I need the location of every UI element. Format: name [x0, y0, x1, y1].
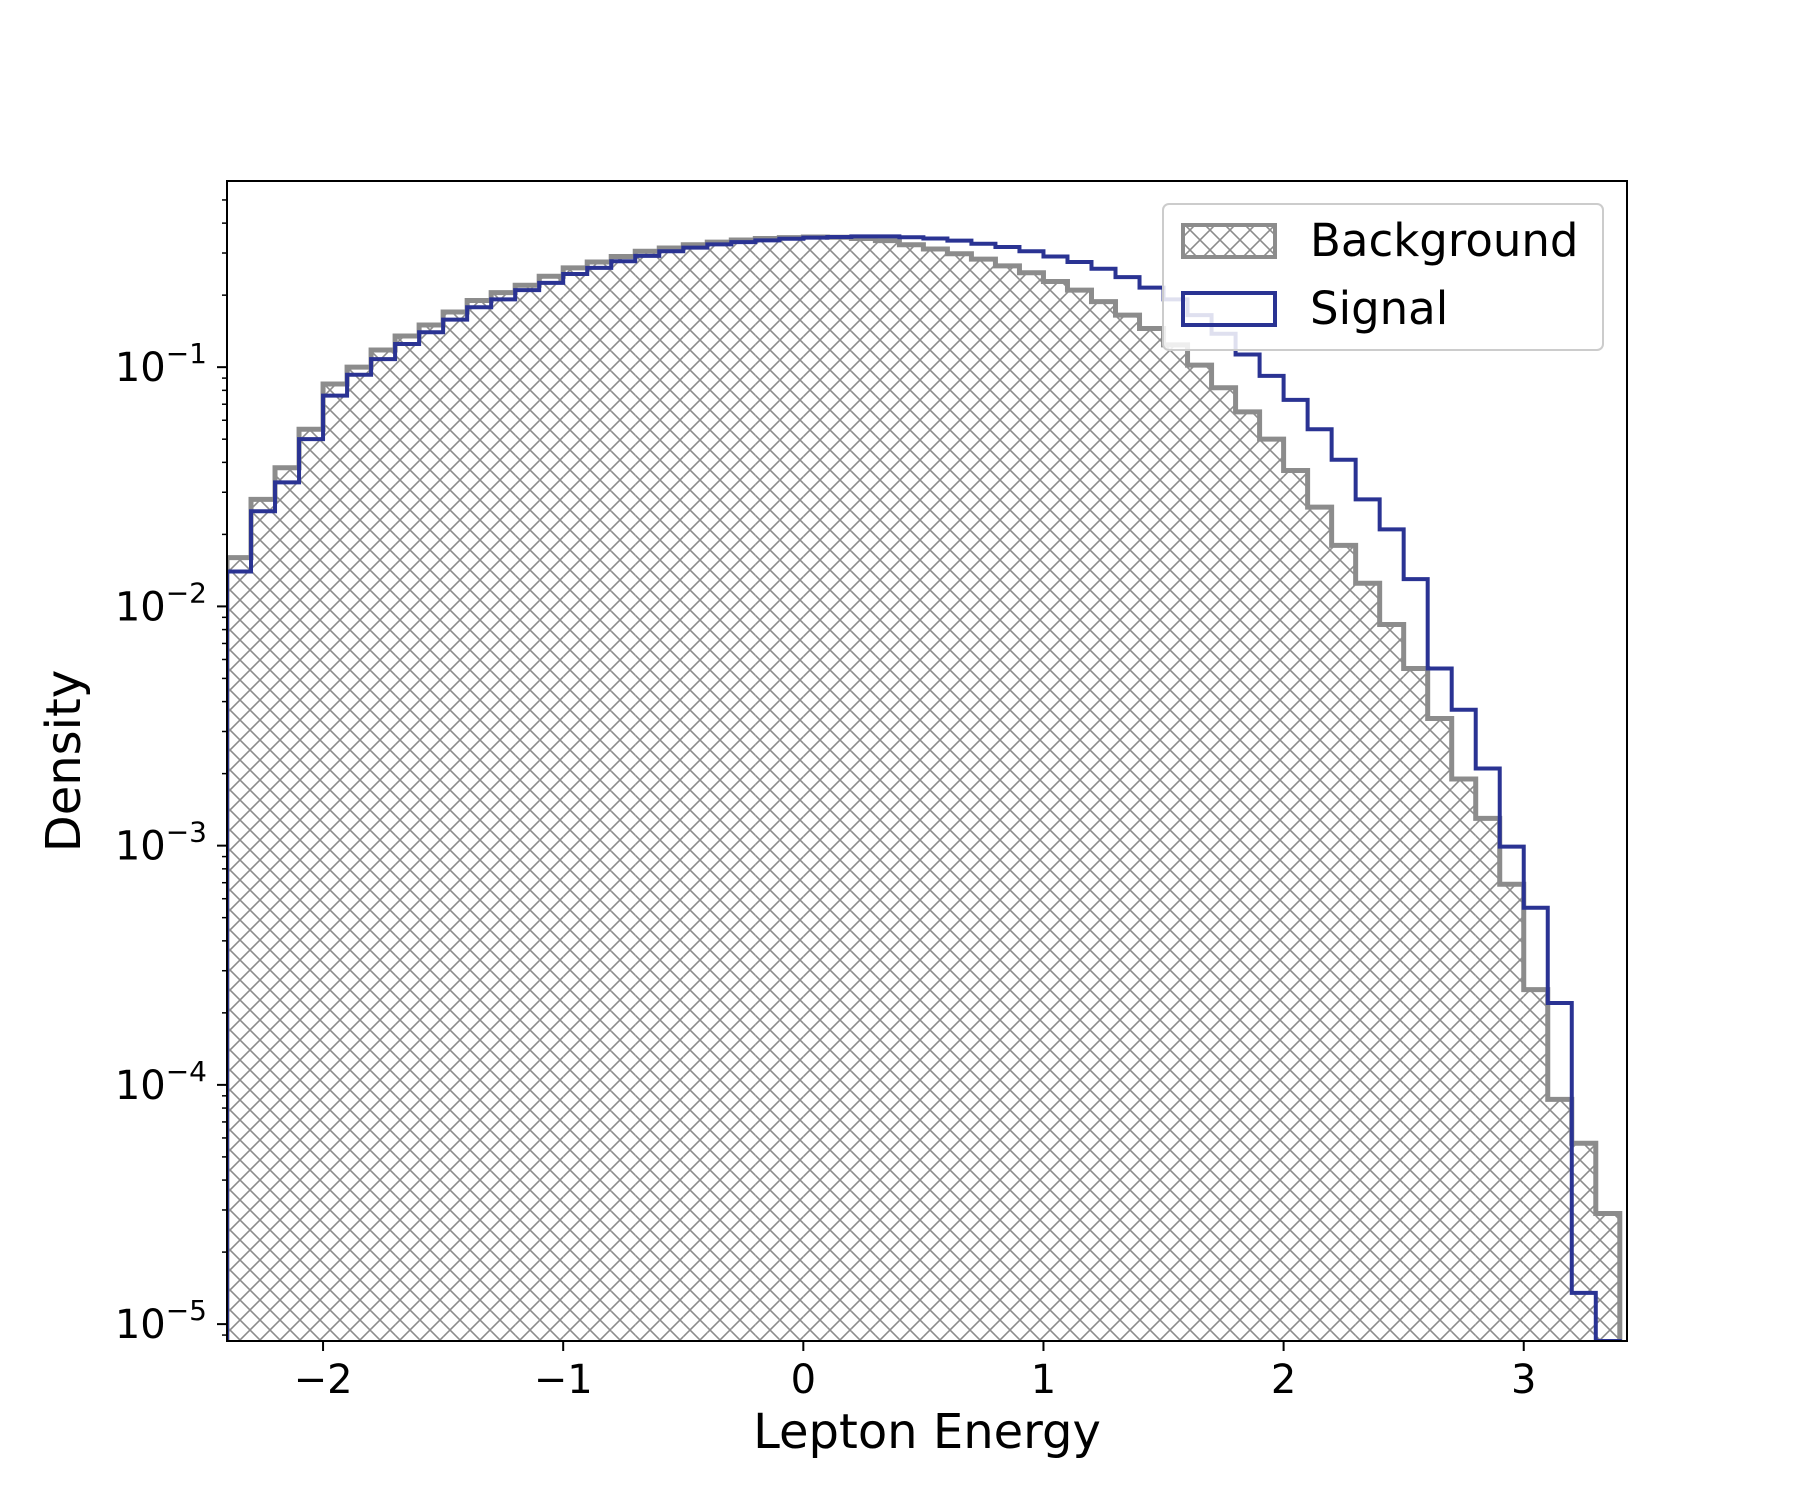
background-bar-fill	[1187, 365, 1212, 1341]
background-bar-fill	[707, 242, 732, 1341]
background-bar-fill	[1163, 344, 1188, 1341]
background-bar-fill	[1547, 1099, 1572, 1341]
background-bar-fill	[1403, 668, 1428, 1341]
background-bar-fill	[1355, 583, 1380, 1341]
background-bar-fill	[1211, 387, 1236, 1341]
y-tick-label: 10−4	[115, 1055, 207, 1109]
background-bar-fill	[419, 325, 444, 1341]
background-bar-fill	[779, 237, 804, 1341]
background-bar-fill	[467, 300, 492, 1341]
background-bar-fill	[1067, 290, 1092, 1341]
y-tick-label: 10−3	[115, 816, 207, 870]
background-bar-fill	[1283, 470, 1308, 1341]
background-bar-fill	[395, 335, 420, 1341]
x-tick-label: 3	[1511, 1357, 1536, 1403]
background-bar-fill	[1139, 328, 1164, 1341]
x-tick-label: 0	[791, 1357, 816, 1403]
background-bar-fill	[1475, 818, 1500, 1341]
background-bar-fill	[563, 267, 588, 1341]
signal-step-line	[227, 234, 1622, 1341]
y-axis-label: Density	[36, 670, 92, 852]
background-step-line	[227, 234, 1623, 1341]
background-bar-fill	[995, 265, 1020, 1341]
background-bar-fill	[1571, 1143, 1596, 1341]
background-bar-fill	[443, 312, 468, 1341]
background-bar-fill	[1259, 439, 1284, 1341]
background-bar-fill	[875, 240, 900, 1341]
background-bar-fill	[587, 262, 612, 1341]
legend: Background Signal	[1162, 203, 1604, 351]
background-bar-fill	[731, 240, 756, 1341]
background-bar-fill	[1235, 411, 1260, 1341]
background-bar-fill	[611, 256, 636, 1341]
background-bar-fill	[659, 247, 684, 1341]
background-bar-fill	[851, 238, 876, 1341]
legend-label-signal: Signal	[1310, 282, 1448, 335]
background-bar-fill	[1091, 301, 1116, 1341]
background-bar-fill	[539, 276, 564, 1341]
background-bar-fill	[275, 467, 300, 1341]
plot-frame	[226, 180, 1628, 1342]
x-tick-label: −1	[534, 1357, 593, 1403]
background-bar-fill	[1043, 281, 1068, 1341]
legend-swatch-signal	[1181, 291, 1277, 327]
y-tick-label: 10−2	[115, 576, 207, 630]
background-bar-fill	[1379, 624, 1404, 1341]
background-bar-fill	[1499, 884, 1524, 1341]
x-tick-label: −2	[294, 1357, 353, 1403]
background-bar-fill	[683, 244, 708, 1341]
background-bar-fill	[251, 499, 276, 1341]
background-bar-fill	[803, 237, 828, 1341]
background-bar-fill	[323, 384, 348, 1341]
background-bar-fill	[1595, 1213, 1620, 1341]
background-bar-fill	[515, 285, 540, 1341]
background-bar-fill	[755, 238, 780, 1341]
background-bar-fill	[1115, 315, 1140, 1341]
background-bar-fill	[1451, 778, 1476, 1341]
background-bar-fill	[227, 557, 252, 1341]
background-bar-fill	[1307, 507, 1332, 1341]
background-bar-fill	[1427, 718, 1452, 1341]
x-tick-label: 1	[1031, 1357, 1056, 1403]
background-bar-fill	[635, 251, 660, 1341]
background-bar-fill	[899, 244, 924, 1341]
x-axis-label: Lepton Energy	[753, 1404, 1101, 1460]
background-bar-fill	[371, 349, 396, 1341]
background-bar-fill	[971, 259, 996, 1341]
background-bar-fill	[1019, 272, 1044, 1341]
background-bar-fill	[1331, 545, 1356, 1341]
background-bar-fill	[299, 429, 324, 1341]
background-bar-fill	[947, 253, 972, 1341]
background-bar-fill	[827, 237, 852, 1341]
y-tick-label: 10−1	[115, 337, 207, 391]
y-tick-label: 10−5	[115, 1294, 207, 1348]
background-bar-fill	[347, 367, 372, 1341]
legend-label-background: Background	[1310, 214, 1578, 267]
legend-swatch-background	[1181, 223, 1277, 259]
background-bar-fill	[491, 292, 516, 1341]
background-bar-fill	[923, 248, 948, 1341]
x-tick-label: 2	[1271, 1357, 1296, 1403]
background-bar-fill	[1523, 989, 1548, 1341]
